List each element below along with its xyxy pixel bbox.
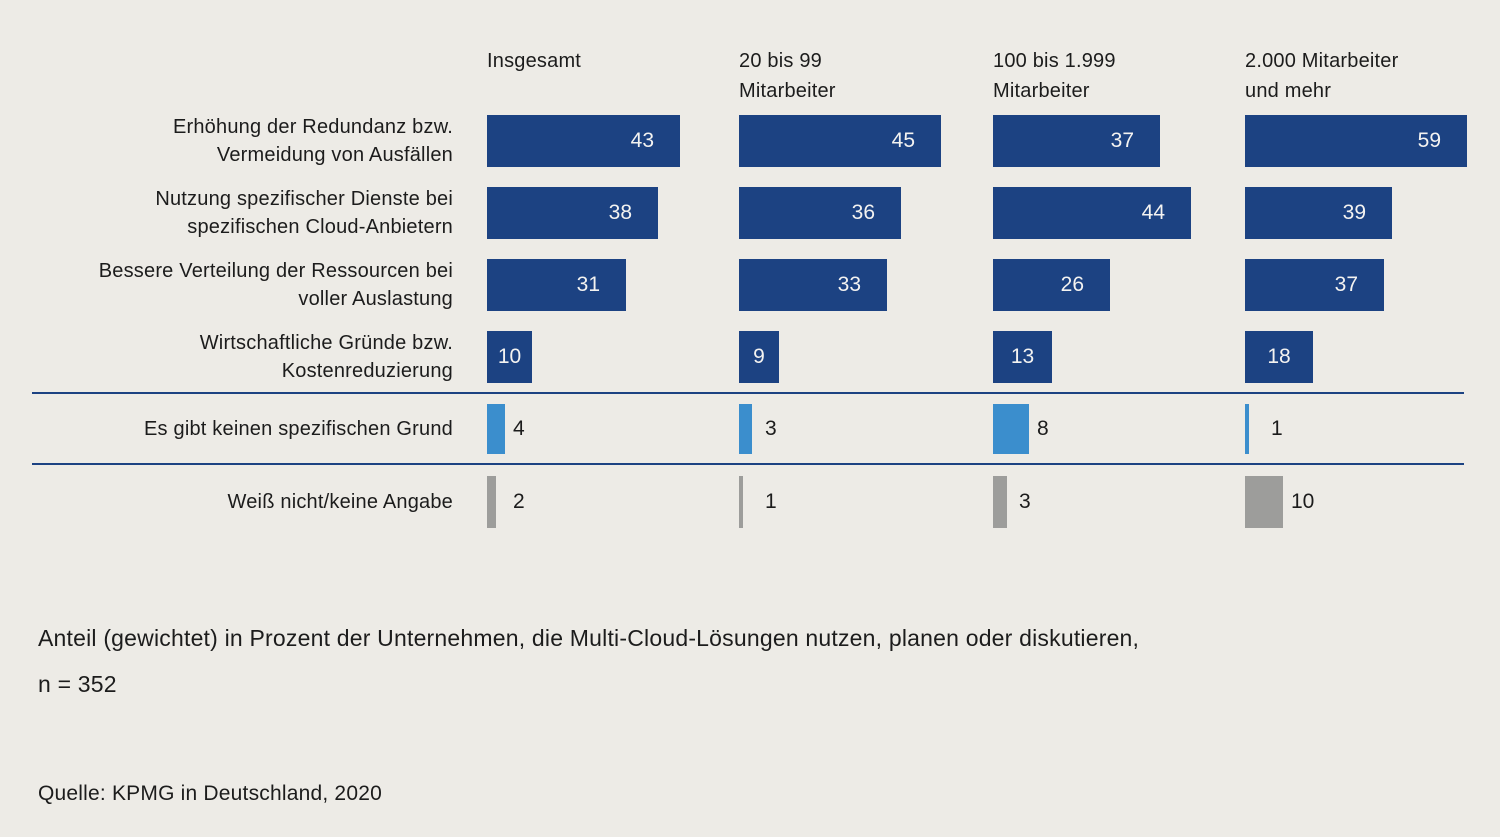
bar: 18 bbox=[1245, 331, 1313, 383]
footnote-line-1: Anteil (gewichtet) in Prozent der Untern… bbox=[38, 625, 1140, 651]
bar: 13 bbox=[993, 331, 1052, 383]
bar-value: 9 bbox=[753, 345, 765, 368]
bar bbox=[739, 476, 743, 528]
bar: 9 bbox=[739, 331, 779, 383]
bar: 44 bbox=[993, 187, 1191, 239]
bar: 26 bbox=[993, 259, 1110, 311]
column-header: Insgesamt bbox=[487, 50, 582, 72]
bar-value: 4 bbox=[513, 417, 525, 440]
row-label: Es gibt keinen spezifischen Grund bbox=[144, 418, 453, 440]
row-label: Bessere Verteilung der Ressourcen bei vo… bbox=[98, 260, 453, 310]
divider-line bbox=[32, 392, 1464, 394]
column-header: 2.000 Mitarbeiter und mehr bbox=[1245, 50, 1399, 102]
bar-value: 10 bbox=[497, 345, 522, 368]
bar bbox=[1245, 476, 1283, 528]
bar-value: 2 bbox=[513, 490, 525, 513]
bar: 36 bbox=[739, 187, 901, 239]
bar-value: 3 bbox=[1019, 490, 1031, 513]
bar-value: 31 bbox=[576, 273, 600, 296]
bar bbox=[739, 404, 752, 454]
bar-value: 36 bbox=[851, 201, 875, 224]
bar: 37 bbox=[1245, 259, 1384, 311]
bar-value: 44 bbox=[1141, 201, 1165, 224]
bar: 33 bbox=[739, 259, 887, 311]
bar: 43 bbox=[487, 115, 680, 167]
bar-value: 33 bbox=[837, 273, 861, 296]
bar: 45 bbox=[739, 115, 941, 167]
bar-value: 37 bbox=[1110, 129, 1134, 152]
bar bbox=[1245, 404, 1249, 454]
bar-value: 39 bbox=[1342, 201, 1366, 224]
bar: 59 bbox=[1245, 115, 1467, 167]
bar: 37 bbox=[993, 115, 1160, 167]
bar-value: 18 bbox=[1267, 345, 1291, 368]
bar-value: 1 bbox=[1271, 417, 1283, 440]
bar: 31 bbox=[487, 259, 626, 311]
bar bbox=[993, 404, 1029, 454]
bar bbox=[487, 476, 496, 528]
bar: 38 bbox=[487, 187, 658, 239]
row-label: Wirtschaftliche Gründe bzw. Kostenreduzi… bbox=[199, 332, 453, 382]
row-label: Weiß nicht/keine Angabe bbox=[227, 491, 453, 513]
column-header: 20 bis 99 Mitarbeiter bbox=[739, 50, 836, 102]
bar-value: 43 bbox=[630, 129, 654, 152]
row-label: Nutzung spezifischer Dienste bei spezifi… bbox=[155, 188, 453, 238]
bar-value: 10 bbox=[1291, 490, 1315, 513]
bar: 39 bbox=[1245, 187, 1392, 239]
column-header: 100 bis 1.999 Mitarbeiter bbox=[993, 50, 1116, 102]
chart-footnote: Anteil (gewichtet) in Prozent der Untern… bbox=[38, 615, 1139, 707]
bar bbox=[993, 476, 1007, 528]
bar-value: 45 bbox=[891, 129, 915, 152]
divider-line bbox=[32, 463, 1464, 465]
bar-value: 38 bbox=[608, 201, 632, 224]
bar-value: 1 bbox=[765, 490, 777, 513]
row-label: Erhöhung der Redundanz bzw. Vermeidung v… bbox=[172, 116, 453, 166]
source-line: Quelle: KPMG in Deutschland, 2020 bbox=[38, 782, 382, 805]
footnote-line-2: n = 352 bbox=[38, 671, 117, 697]
bar-value: 26 bbox=[1060, 273, 1084, 296]
bar-value: 37 bbox=[1334, 273, 1358, 296]
bar-value: 3 bbox=[765, 417, 777, 440]
bar-value: 13 bbox=[1010, 345, 1035, 368]
bar-value: 59 bbox=[1417, 129, 1441, 152]
bar-value: 8 bbox=[1037, 417, 1049, 440]
bar: 10 bbox=[487, 331, 532, 383]
bar bbox=[487, 404, 505, 454]
